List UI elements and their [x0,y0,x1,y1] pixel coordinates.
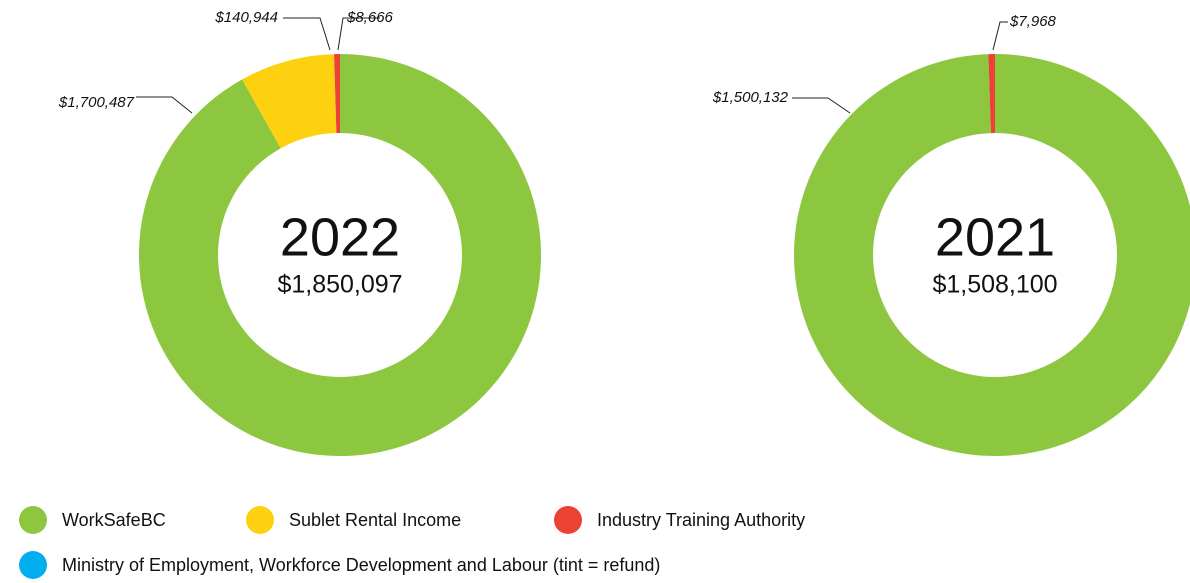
slice [334,54,340,134]
legend-label: Sublet Rental Income [289,510,461,530]
leader-line [792,97,851,114]
legend-label: Ministry of Employment, Workforce Develo… [62,555,660,575]
center-year: 2021 [935,207,1055,267]
legend-swatch [19,551,47,579]
value-label: $1,700,487 [58,94,135,111]
legend-label: WorkSafeBC [62,510,166,530]
center-year: 2022 [280,207,400,267]
slice [242,54,337,149]
legend-swatch [19,506,47,534]
slice [139,54,542,456]
value-label: $7,968 [1009,13,1057,30]
legend-swatch [246,506,274,534]
legend-label: Industry Training Authority [597,510,805,530]
slice [794,54,1190,456]
leader-line [136,96,193,114]
value-label: $140,944 [214,9,278,26]
slice [988,54,995,134]
legend-swatch [554,506,582,534]
center-total: $1,508,100 [932,271,1057,299]
leader-line [283,17,331,51]
leader-line [992,21,1008,51]
value-label: $8,666 [346,9,394,26]
value-label: $1,500,132 [712,89,789,106]
leader-line [337,17,380,51]
center-total: $1,850,097 [277,271,402,299]
